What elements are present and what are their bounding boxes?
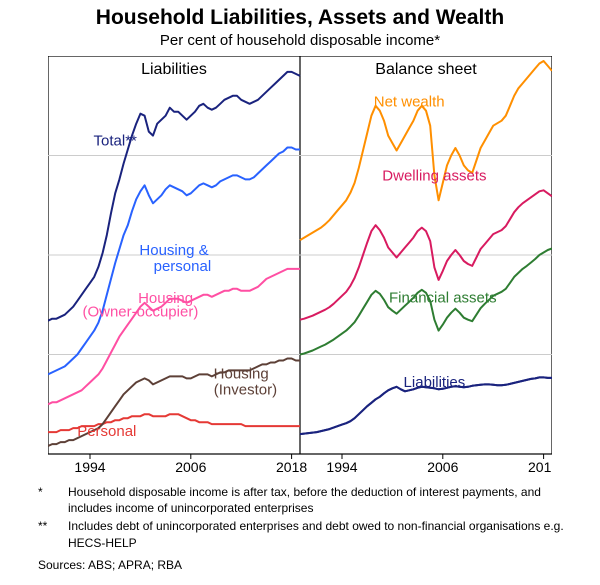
svg-text:Housing: Housing [214, 365, 269, 382]
footnotes: * Household disposable income is after t… [38, 484, 578, 573]
svg-text:Dwelling assets: Dwelling assets [382, 167, 486, 184]
footnote-mark: * [38, 484, 68, 516]
svg-text:Personal: Personal [77, 423, 136, 440]
svg-text:Liabilities: Liabilities [404, 374, 466, 391]
svg-text:(Owner-occupier): (Owner-occupier) [82, 304, 198, 321]
svg-text:Total**: Total** [94, 133, 138, 150]
svg-text:2006: 2006 [427, 459, 458, 475]
svg-text:1994: 1994 [326, 459, 357, 475]
svg-text:Financial assets: Financial assets [389, 289, 497, 306]
svg-text:2018: 2018 [528, 459, 552, 475]
sources-line: Sources: ABS; APRA; RBA [38, 557, 578, 573]
dual-panel-chart: LiabilitiesBalance sheet%%05010015002004… [48, 56, 552, 476]
svg-text:Balance sheet: Balance sheet [375, 61, 477, 78]
svg-text:1994: 1994 [74, 459, 105, 475]
svg-text:2006: 2006 [175, 459, 206, 475]
svg-text:2018: 2018 [276, 459, 307, 475]
svg-text:Housing &: Housing & [139, 242, 208, 259]
svg-text:Liabilities: Liabilities [141, 61, 207, 78]
svg-text:Net wealth: Net wealth [374, 94, 445, 111]
svg-text:personal: personal [154, 258, 212, 275]
footnote-text: Includes debt of unincorporated enterpri… [68, 518, 578, 550]
footnote-mark: ** [38, 518, 68, 550]
chart-subtitle: Per cent of household disposable income* [0, 32, 600, 49]
svg-text:(Investor): (Investor) [214, 381, 277, 398]
chart-title: Household Liabilities, Assets and Wealth [0, 0, 600, 30]
footnote-text: Household disposable income is after tax… [68, 484, 578, 516]
